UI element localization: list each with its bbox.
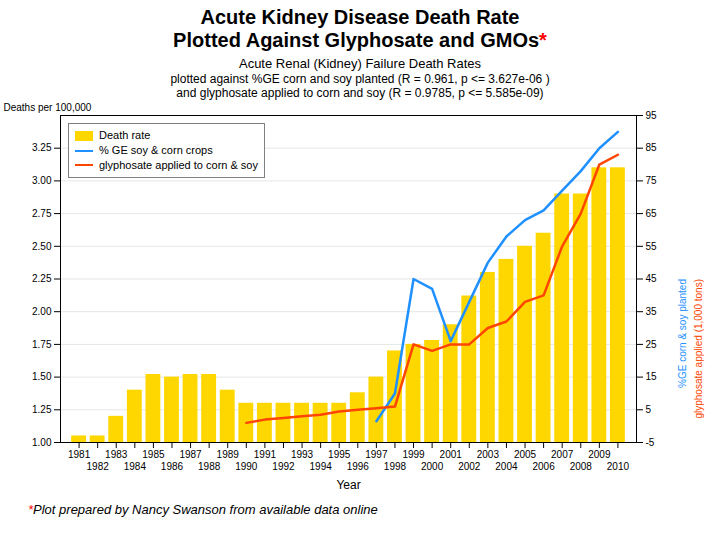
html-text:* Plot prepared by Nancy Swans: * Plot prepared by Nancy Swanson from av… xyxy=(28,502,378,518)
svg-text:75: 75 xyxy=(646,175,658,186)
svg-text:85: 85 xyxy=(646,143,658,154)
svg-text:2001: 2001 xyxy=(440,449,463,460)
svg-text:1995: 1995 xyxy=(328,449,351,460)
svg-text:2002: 2002 xyxy=(458,461,481,472)
svg-text:2.00: 2.00 xyxy=(32,306,52,317)
svg-text:1983: 1983 xyxy=(105,449,128,460)
svg-text:glyphosate applied (1,000 tons: glyphosate applied (1,000 tons) xyxy=(693,279,704,419)
html-text:Acute Kidney Disease Death Rat: Acute Kidney Disease Death Rate xyxy=(200,6,520,28)
svg-text:2.75: 2.75 xyxy=(32,208,52,219)
svg-text:2007: 2007 xyxy=(551,449,574,460)
svg-text:1.75: 1.75 xyxy=(32,339,52,350)
svg-text:1985: 1985 xyxy=(142,449,165,460)
svg-text:3.00: 3.00 xyxy=(32,175,52,186)
svg-text:2000: 2000 xyxy=(421,461,444,472)
svg-text:2006: 2006 xyxy=(532,461,555,472)
svg-text:95: 95 xyxy=(646,110,658,121)
svg-text:2003: 2003 xyxy=(477,449,500,460)
svg-text:%GE corn & soy planted: %GE corn & soy planted xyxy=(677,279,688,388)
svg-text:1993: 1993 xyxy=(291,449,314,460)
svg-text:5: 5 xyxy=(646,404,652,415)
svg-text:1991: 1991 xyxy=(254,449,277,460)
svg-text:1992: 1992 xyxy=(272,461,295,472)
svg-text:2.50: 2.50 xyxy=(32,241,52,252)
html-text:Death rate: Death rate xyxy=(99,129,151,142)
svg-text:65: 65 xyxy=(646,208,658,219)
svg-text:2004: 2004 xyxy=(495,461,518,472)
html-text:and glyphosate applied to corn: and glyphosate applied to corn and soy (… xyxy=(176,86,544,100)
svg-text:2008: 2008 xyxy=(570,461,593,472)
svg-text:3.25: 3.25 xyxy=(32,143,52,154)
svg-text:1998: 1998 xyxy=(384,461,407,472)
svg-text:1990: 1990 xyxy=(235,461,258,472)
svg-text:1982: 1982 xyxy=(87,461,110,472)
svg-text:Year: Year xyxy=(336,478,360,492)
svg-text:1996: 1996 xyxy=(347,461,370,472)
svg-text:1.25: 1.25 xyxy=(32,404,52,415)
svg-text:2005: 2005 xyxy=(514,449,537,460)
html-text:Acute Renal (Kidney) Failure D: Acute Renal (Kidney) Failure Death Rates xyxy=(239,56,481,71)
svg-text:1.00: 1.00 xyxy=(32,437,52,448)
svg-text:45: 45 xyxy=(646,274,658,285)
svg-text:1981: 1981 xyxy=(68,449,91,460)
svg-text:2009: 2009 xyxy=(588,449,611,460)
svg-text:2.25: 2.25 xyxy=(32,274,52,285)
svg-text:55: 55 xyxy=(646,241,658,252)
svg-text:2010: 2010 xyxy=(607,461,630,472)
svg-text:1997: 1997 xyxy=(365,449,388,460)
html-text:plotted against %GE corn and s: plotted against %GE corn and soy planted… xyxy=(170,71,550,86)
svg-text:-5: -5 xyxy=(646,437,655,448)
svg-text:35: 35 xyxy=(646,306,658,317)
svg-text:1.50: 1.50 xyxy=(32,372,52,383)
svg-text:1988: 1988 xyxy=(198,461,221,472)
svg-text:25: 25 xyxy=(646,339,658,350)
html-text:Plotted Against Glyphosate and: Plotted Against Glyphosate and GMOs * xyxy=(173,29,547,51)
svg-text:1989: 1989 xyxy=(217,449,240,460)
svg-text:1986: 1986 xyxy=(161,461,184,472)
svg-text:15: 15 xyxy=(646,372,658,383)
svg-text:1994: 1994 xyxy=(310,461,333,472)
svg-text:1987: 1987 xyxy=(179,449,202,460)
svg-text:1999: 1999 xyxy=(402,449,425,460)
svg-text:1984: 1984 xyxy=(124,461,147,472)
svg-text:Deaths per 100,000: Deaths per 100,000 xyxy=(4,102,92,113)
html-text:glyphosate applied to corn & s: glyphosate applied to corn & soy xyxy=(99,159,258,172)
html-text:% GE soy & corn crops: % GE soy & corn crops xyxy=(99,144,213,157)
